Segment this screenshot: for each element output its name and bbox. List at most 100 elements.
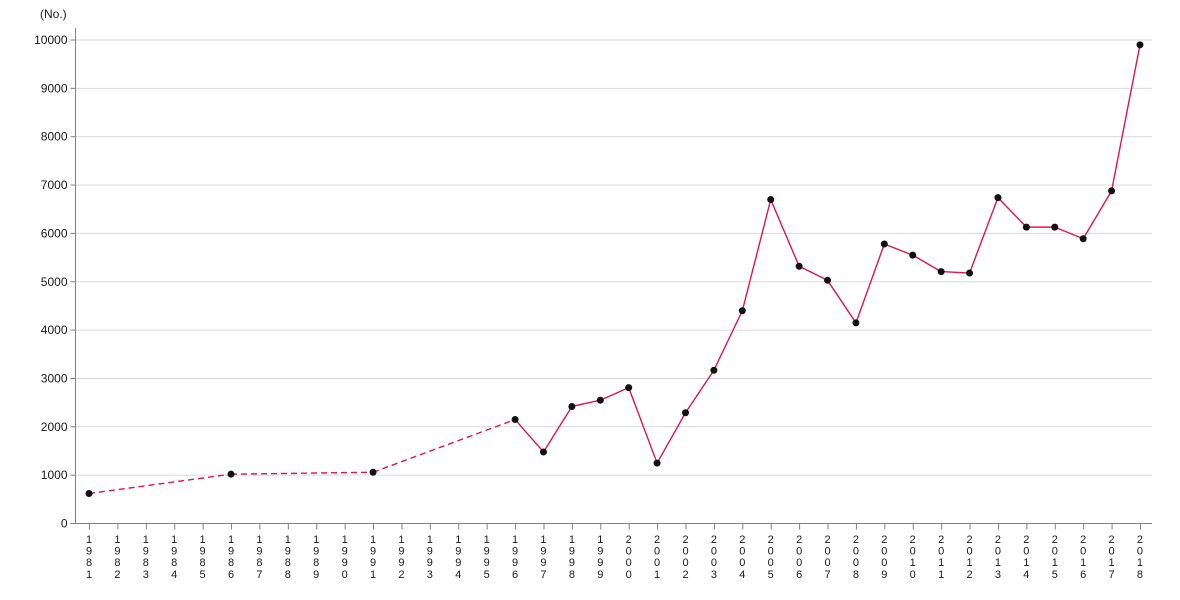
data-point-2005 xyxy=(767,196,775,204)
data-point-2002 xyxy=(682,409,690,417)
line-segment xyxy=(855,243,885,324)
data-point-2011 xyxy=(937,268,945,276)
data-point-1999 xyxy=(596,396,604,404)
line-segment xyxy=(600,386,629,401)
data-point-2010 xyxy=(909,251,917,259)
line-segment xyxy=(656,412,687,464)
data-point-2018 xyxy=(1136,41,1144,49)
line-segment xyxy=(372,418,516,473)
line-segment xyxy=(514,419,545,453)
line-segment xyxy=(1082,190,1113,240)
y-tick-label: 8000 xyxy=(41,130,68,144)
y-tick-label: 6000 xyxy=(41,226,68,240)
line-segment xyxy=(912,254,942,273)
y-tick-label: 7000 xyxy=(41,178,68,192)
y-axis-unit-label: (No.) xyxy=(40,7,67,21)
y-tick-label: 2000 xyxy=(41,420,68,434)
y-tick-label: 3000 xyxy=(41,371,68,385)
line-segment xyxy=(231,471,374,475)
line-segment xyxy=(941,270,970,274)
line-segment xyxy=(997,197,1027,228)
data-point-2016 xyxy=(1079,235,1087,243)
line-segment xyxy=(713,310,743,371)
line-segment xyxy=(88,473,232,495)
data-point-2009 xyxy=(880,240,888,248)
data-point-2006 xyxy=(795,262,803,270)
line-segment xyxy=(684,369,715,414)
data-point-1981 xyxy=(85,490,93,498)
line-segment xyxy=(628,387,658,464)
data-point-1986 xyxy=(227,470,235,478)
line-segment xyxy=(884,243,914,256)
data-point-1998 xyxy=(568,402,576,410)
data-point-1997 xyxy=(539,448,547,456)
y-tick-label: 10000 xyxy=(34,33,68,47)
y-tick-label: 5000 xyxy=(41,275,68,289)
line-segment xyxy=(826,279,857,324)
data-point-2003 xyxy=(710,366,718,374)
data-point-2014 xyxy=(1022,223,1030,231)
data-point-2004 xyxy=(738,307,746,315)
y-tick-label: 1000 xyxy=(41,468,68,482)
y-tick-label: 4000 xyxy=(41,323,68,337)
data-point-2015 xyxy=(1051,223,1059,231)
data-point-2017 xyxy=(1108,187,1116,195)
data-point-2000 xyxy=(625,384,633,392)
data-point-2012 xyxy=(966,269,974,277)
y-tick-label: 9000 xyxy=(41,81,68,95)
line-segment xyxy=(770,199,800,267)
data-point-2001 xyxy=(653,459,661,467)
line-segment xyxy=(798,265,828,281)
line-segment xyxy=(741,199,772,311)
data-point-2007 xyxy=(824,276,832,284)
data-point-2013 xyxy=(994,194,1002,202)
line-segment xyxy=(968,197,999,274)
line-segment xyxy=(1054,226,1084,240)
y-tick-label: 0 xyxy=(61,517,68,531)
data-point-2008 xyxy=(852,319,860,327)
line-segment xyxy=(542,406,573,453)
data-point-1991 xyxy=(369,468,377,476)
line-segment xyxy=(571,399,601,408)
data-point-1996 xyxy=(511,416,519,424)
